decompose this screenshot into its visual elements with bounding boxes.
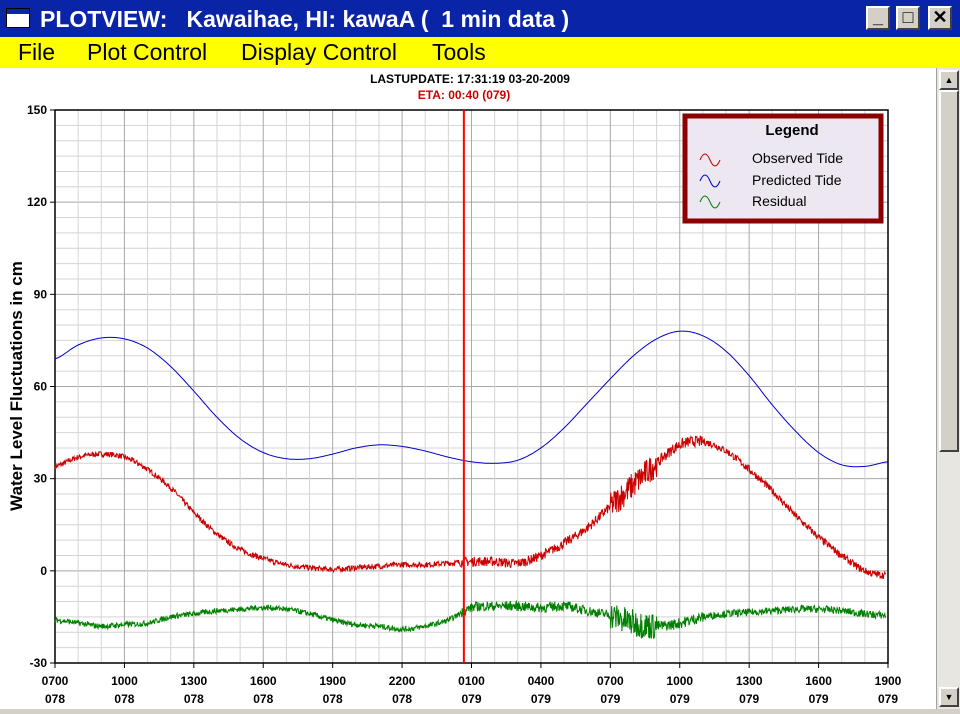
y-tick-label: 120 (27, 195, 47, 209)
x-tick-label-day: 078 (323, 692, 343, 706)
y-tick-label: 150 (27, 103, 47, 117)
maximize-button[interactable]: □ (896, 6, 920, 30)
legend-box (682, 113, 884, 224)
legend-swatch-residual (699, 195, 721, 209)
legend-label-observed: Observed Tide (752, 150, 843, 166)
y-tick-label: 90 (34, 287, 48, 301)
x-tick-label-day: 079 (739, 692, 759, 706)
x-tick-label-time: 1300 (736, 674, 763, 688)
x-tick-label-time: 0100 (458, 674, 485, 688)
menu-tools[interactable]: Tools (432, 39, 486, 65)
close-button[interactable]: ✕ (928, 6, 952, 30)
maximize-icon: □ (902, 7, 914, 27)
legend-swatch-predicted (699, 174, 721, 188)
series-line-predicted-tide (54, 330, 889, 468)
series-line-residual (54, 599, 887, 640)
lastupdate-text: LASTUPDATE: 17:31:19 03-20-2009 (370, 72, 570, 86)
x-tick-label-day: 079 (531, 692, 551, 706)
y-axis: -30 0 30 60 90 120 150 (27, 103, 55, 670)
x-tick-label-day: 078 (253, 692, 273, 706)
minimize-icon: _ (872, 7, 883, 27)
minimize-button[interactable]: _ (866, 6, 890, 30)
x-axis: 0700 078 1000 078 1300 078 1600 078 1900 078 2200 0… (42, 663, 902, 706)
menu-display-control[interactable]: Display Control (241, 39, 397, 65)
y-tick-label: 0 (40, 564, 47, 578)
x-tick-label-day: 079 (878, 692, 898, 706)
x-tick-label-time: 1000 (666, 674, 693, 688)
plot-area: LASTUPDATE: 17:31:19 03-20-2009 ETA: 00:… (0, 68, 936, 709)
legend-title: Legend (765, 122, 818, 139)
x-tick-label-time: 0400 (528, 674, 555, 688)
x-tick-label-day: 078 (114, 692, 134, 706)
window-title: PLOTVIEW: Kawaihae, HI: kawaA ( 1 min da… (40, 6, 570, 32)
menu-file[interactable]: File (18, 39, 56, 65)
series-group (54, 330, 889, 640)
legend-label-residual: Residual (752, 193, 806, 209)
x-tick-label-day: 078 (45, 692, 65, 706)
eta-text: ETA: 00:40 (079) (418, 88, 510, 102)
scroll-down-button[interactable]: ▼ (939, 687, 959, 707)
title-bar: PLOTVIEW: Kawaihae, HI: kawaA ( 1 min da… (0, 0, 960, 37)
x-tick-label-time: 0700 (42, 674, 69, 688)
vertical-scrollbar[interactable]: ▲ ▼ (936, 68, 960, 709)
x-tick-label-time: 1000 (111, 674, 138, 688)
y-axis-label: Water Level Fluctuations in cm (7, 261, 26, 511)
y-tick-label: 60 (34, 380, 48, 394)
x-tick-label-time: 2200 (389, 674, 416, 688)
x-tick-label-day: 078 (184, 692, 204, 706)
y-tick-label: -30 (30, 656, 48, 670)
legend-swatch-observed (699, 153, 721, 167)
x-tick-label-day: 079 (600, 692, 620, 706)
x-tick-label-day: 079 (809, 692, 829, 706)
scroll-thumb[interactable] (939, 90, 959, 452)
x-tick-label-time: 1900 (319, 674, 346, 688)
menu-bar: File Plot Control Display Control Tools (0, 37, 960, 68)
scroll-up-button[interactable]: ▲ (939, 70, 959, 90)
legend: Legend Observed Tide Predicted Tide Resi… (682, 113, 884, 224)
legend-label-predicted: Predicted Tide (752, 172, 842, 188)
x-tick-label-time: 1300 (180, 674, 207, 688)
x-tick-label-day: 079 (670, 692, 690, 706)
x-tick-label-time: 1600 (805, 674, 832, 688)
x-tick-label-time: 1900 (875, 674, 902, 688)
series-line-observed-tide (54, 434, 887, 580)
x-tick-label-time: 0700 (597, 674, 624, 688)
y-tick-label: 30 (34, 472, 48, 486)
x-tick-label-day: 079 (461, 692, 481, 706)
x-tick-label-time: 1600 (250, 674, 277, 688)
app-window-icon[interactable] (6, 8, 30, 28)
x-tick-label-day: 078 (392, 692, 412, 706)
menu-plot-control[interactable]: Plot Control (87, 39, 208, 65)
tide-chart: LASTUPDATE: 17:31:19 03-20-2009 ETA: 00:… (7, 72, 902, 706)
close-icon: ✕ (932, 7, 948, 27)
